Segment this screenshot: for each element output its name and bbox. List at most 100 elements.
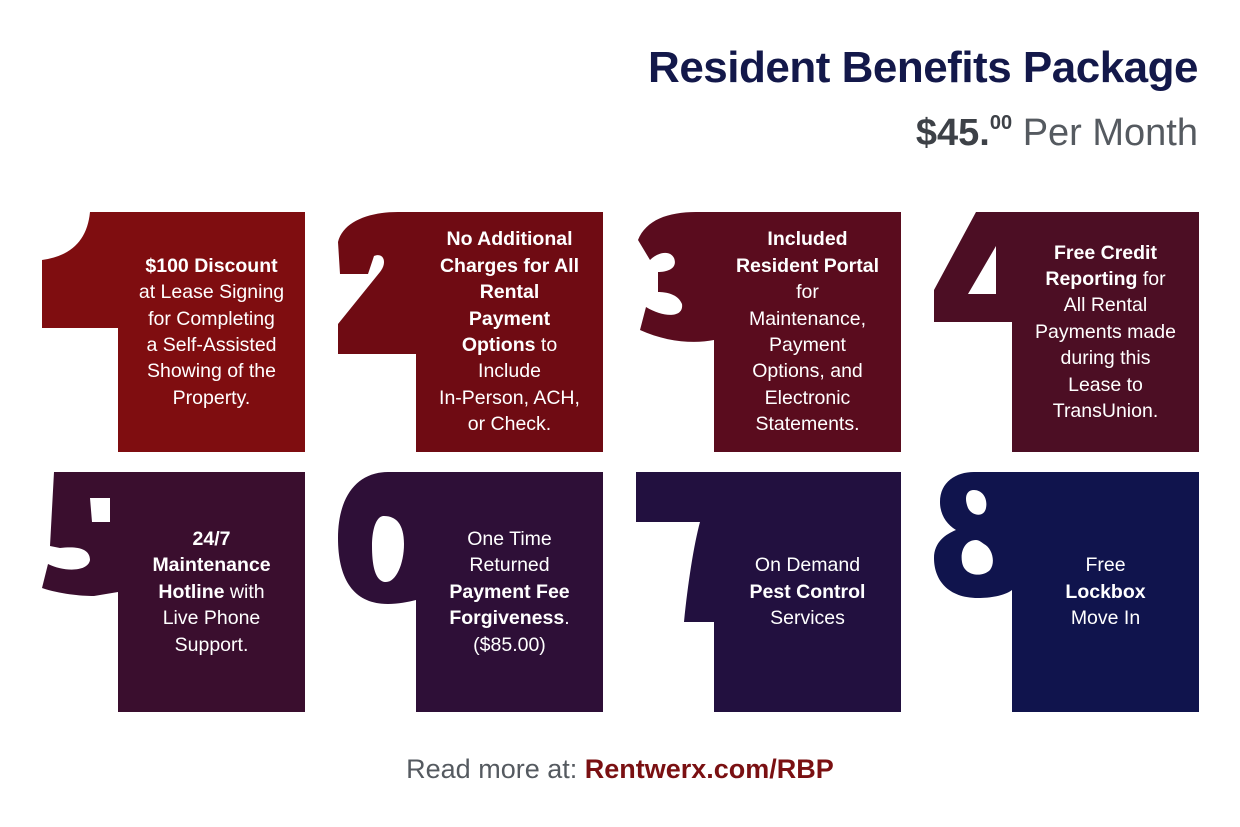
benefit-line: Services bbox=[750, 605, 866, 631]
benefit-bold-text: No Additional bbox=[446, 228, 573, 251]
benefit-line: Include bbox=[439, 358, 580, 384]
benefit-bold-text: Rental bbox=[479, 281, 540, 304]
benefit-plain-text: Payment bbox=[769, 334, 846, 356]
benefit-plain-text: . bbox=[564, 607, 570, 630]
benefit-card-4: Free Credit Reporting for All Rental Paymen… bbox=[934, 212, 1199, 452]
benefit-text: $100 Discount at Lease Signing for Complet… bbox=[129, 253, 294, 411]
benefit-line: ($85.00) bbox=[449, 632, 569, 658]
benefit-plain-text: In-Person, ACH, bbox=[439, 386, 580, 409]
benefit-card-5: 24/7 Maintenance Hotline with Live Phone Sup… bbox=[40, 472, 305, 712]
benefit-line: Support. bbox=[152, 632, 270, 658]
benefit-line: Property. bbox=[139, 385, 284, 411]
benefit-line: 24/7 bbox=[152, 526, 270, 552]
benefit-bold-text: Lockbox bbox=[1065, 580, 1146, 603]
benefit-plain-text: Support. bbox=[174, 633, 249, 656]
benefit-card-8-box: Free Lockbox Move In bbox=[1012, 472, 1199, 712]
benefit-line: Statements. bbox=[736, 411, 879, 437]
benefit-text: 24/7 Maintenance Hotline with Live Phone Sup… bbox=[142, 526, 280, 658]
benefit-plain-text: ($85.00) bbox=[473, 633, 546, 656]
benefit-plain-text: a Self-Assisted bbox=[146, 334, 277, 356]
benefit-line: Electronic bbox=[736, 385, 879, 411]
benefit-line: Payments made bbox=[1035, 319, 1176, 345]
benefit-bold-text: Payment Fee bbox=[449, 580, 570, 603]
benefit-line: On Demand bbox=[750, 552, 866, 578]
benefit-plain-text: Services bbox=[770, 607, 845, 630]
benefit-plain-text: Lease to bbox=[1068, 373, 1143, 396]
benefit-line: during this bbox=[1035, 345, 1176, 371]
benefit-text: Included Resident Portal for Maintenance, Pa… bbox=[726, 226, 889, 437]
benefit-bold-text: Options bbox=[461, 334, 536, 356]
benefit-plain-text: Property. bbox=[172, 386, 251, 409]
benefit-bold-text: Forgiveness bbox=[449, 607, 565, 630]
benefit-line: a Self-Assisted bbox=[139, 332, 284, 358]
benefit-card-3-box: Included Resident Portal for Maintenance, Pa… bbox=[714, 212, 901, 452]
benefit-line: All Rental bbox=[1035, 292, 1176, 318]
benefit-line: Hotline with bbox=[152, 579, 270, 605]
benefit-card-1-box: $100 Discount at Lease Signing for Complet… bbox=[118, 212, 305, 452]
footer-link[interactable]: Rentwerx.com/RBP bbox=[584, 754, 834, 784]
benefit-plain-text: Statements. bbox=[755, 413, 860, 436]
benefit-bold-text: Reporting bbox=[1045, 267, 1138, 290]
benefit-line: Included bbox=[736, 226, 879, 252]
benefit-plain-text: Showing of the bbox=[146, 360, 276, 383]
price-dollars: $45. bbox=[915, 112, 990, 154]
benefit-card-7: On Demand Pest Control Services bbox=[636, 472, 901, 712]
benefit-line: $100 Discount bbox=[139, 253, 284, 279]
benefit-plain-text: Live Phone bbox=[162, 607, 261, 630]
benefit-bold-text: Pest Control bbox=[749, 580, 866, 603]
benefit-line: for bbox=[736, 279, 879, 305]
benefit-card-1: $100 Discount at Lease Signing for Complet… bbox=[40, 212, 305, 452]
benefit-bold-text: Maintenance bbox=[152, 554, 271, 577]
benefit-text: No Additional Charges for All Rental Paymen… bbox=[429, 226, 590, 437]
benefit-plain-text: with bbox=[224, 580, 265, 603]
benefit-plain-text: Options, and bbox=[752, 360, 863, 383]
benefit-plain-text: for Completing bbox=[148, 307, 275, 330]
price-period: Per Month bbox=[1022, 112, 1198, 154]
benefit-line: Live Phone bbox=[152, 605, 270, 631]
page-title: Resident Benefits Package bbox=[648, 43, 1198, 92]
benefit-plain-text: All Rental bbox=[1063, 294, 1148, 317]
benefit-card-2-box: No Additional Charges for All Rental Paymen… bbox=[416, 212, 603, 452]
benefit-plain-text: for bbox=[1137, 267, 1166, 290]
benefit-plain-text: Include bbox=[478, 360, 541, 383]
footer: Read more at: Rentwerx.com/RBP bbox=[0, 754, 1240, 785]
benefit-line: Showing of the bbox=[139, 358, 284, 384]
benefit-card-3: Included Resident Portal for Maintenance, Pa… bbox=[636, 212, 901, 452]
benefit-line: or Check. bbox=[439, 411, 580, 437]
benefit-card-6-box: One Time Returned Payment Fee Forgiveness.(… bbox=[416, 472, 603, 712]
benefit-line: Free bbox=[1065, 552, 1145, 578]
benefit-line: Lease to bbox=[1035, 372, 1176, 398]
benefit-plain-text: for bbox=[796, 281, 819, 304]
benefit-line: for Completing bbox=[139, 306, 284, 332]
benefit-bold-text: 24/7 bbox=[192, 527, 231, 550]
benefit-line: Reporting for bbox=[1035, 266, 1176, 292]
benefit-text: Free Lockbox Move In bbox=[1055, 552, 1155, 631]
benefit-line: Payment Fee bbox=[449, 579, 569, 605]
header: Resident Benefits Package $45.00 Per Mon… bbox=[648, 38, 1198, 156]
benefit-bold-text: Free Credit bbox=[1054, 241, 1157, 264]
footer-prefix: Read more at: bbox=[406, 754, 585, 784]
benefit-plain-text: or Check. bbox=[467, 413, 552, 436]
benefit-text: One Time Returned Payment Fee Forgiveness.(… bbox=[439, 526, 579, 658]
benefit-line: Maintenance bbox=[152, 552, 270, 578]
benefit-plain-text: at Lease Signing bbox=[138, 281, 285, 304]
benefit-card-5-box: 24/7 Maintenance Hotline with Live Phone Sup… bbox=[118, 472, 305, 712]
benefit-bold-text: Charges for All bbox=[439, 254, 580, 277]
benefit-plain-text: Maintenance, bbox=[748, 307, 867, 330]
benefit-line: No Additional bbox=[439, 226, 580, 252]
benefit-plain-text: TransUnion. bbox=[1052, 400, 1159, 423]
benefit-plain-text: Electronic bbox=[764, 386, 851, 409]
benefit-card-8: Free Lockbox Move In bbox=[934, 472, 1199, 712]
benefit-bold-text: Included bbox=[767, 228, 848, 251]
benefit-line: Maintenance, bbox=[736, 306, 879, 332]
benefit-line: TransUnion. bbox=[1035, 398, 1176, 424]
benefit-bold-text: Payment bbox=[468, 307, 551, 330]
benefit-plain-text: during this bbox=[1060, 347, 1151, 370]
benefit-line: Lockbox bbox=[1065, 579, 1145, 605]
benefit-card-2: No Additional Charges for All Rental Paymen… bbox=[338, 212, 603, 452]
price: $45.00 Per Month bbox=[648, 100, 1198, 156]
benefit-plain-text: Payments made bbox=[1035, 320, 1176, 343]
benefit-line: Free Credit bbox=[1035, 240, 1176, 266]
benefit-bold-text: $100 Discount bbox=[145, 254, 278, 277]
benefit-line: Payment bbox=[736, 332, 879, 358]
